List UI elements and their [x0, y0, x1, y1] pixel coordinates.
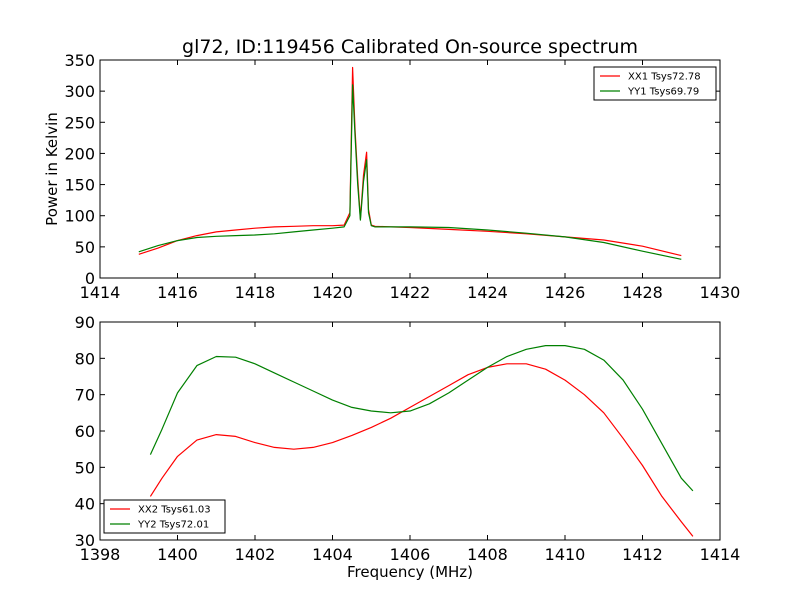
x-tick-label: 1414: [80, 283, 121, 302]
series-line-yy2: [149, 345, 694, 492]
legend-label: YY1 Tsys69.79: [627, 87, 699, 98]
y-tick-label: 70: [75, 386, 95, 405]
series-line-yy1: [138, 84, 682, 260]
x-tick-label: 1412: [622, 545, 663, 564]
x-tick-label: 1408: [467, 545, 508, 564]
x-tick-label: 1422: [390, 283, 431, 302]
x-tick-label: 1430: [700, 283, 741, 302]
x-tick-label: 1398: [80, 545, 121, 564]
y-tick-label: 300: [64, 82, 95, 101]
legend: XX1 Tsys72.78 YY1 Tsys69.79: [593, 66, 717, 101]
x-tick-label: 1420: [312, 283, 353, 302]
x-tick-label: 1426: [545, 283, 586, 302]
x-tick-label: 1424: [467, 283, 508, 302]
legend-label: XX1 Tsys72.78: [628, 72, 701, 83]
y-tick-label: 80: [75, 349, 95, 368]
y-tick-label: 50: [75, 458, 95, 477]
x-tick-label: 1400: [157, 545, 198, 564]
y-tick-label: 50: [75, 238, 95, 257]
x-tick-label: 1406: [390, 545, 431, 564]
x-tick-label: 1410: [545, 545, 586, 564]
x-tick-label: 1404: [312, 545, 353, 564]
y-axis-label: Power in Kelvin: [43, 112, 61, 226]
x-tick-label: 1414: [700, 545, 741, 564]
x-axis-label: Frequency (MHz): [347, 563, 473, 581]
y-tick-label: 30: [75, 531, 95, 550]
legend-label: YY2 Tsys72.01: [137, 520, 209, 531]
legend: XX2 Tsys61.03 YY2 Tsys72.01: [103, 499, 226, 534]
y-tick-label: 100: [64, 207, 95, 226]
x-tick-label: 1402: [235, 545, 276, 564]
y-tick-label: 40: [75, 495, 95, 514]
y-tick-label: 60: [75, 422, 95, 441]
y-tick-label: 250: [64, 113, 95, 132]
x-tick-label: 1416: [157, 283, 198, 302]
chart-title: gl72, ID:119456 Calibrated On-source spe…: [182, 36, 638, 58]
panel-bottom: 1398 1400 1402 1404 1406 1408 1410 1412 1414 30 40…: [75, 313, 741, 581]
y-tick-label: 350: [64, 51, 95, 70]
x-tick-label: 1428: [622, 283, 663, 302]
y-tick-label: 150: [64, 176, 95, 195]
y-tick-label: 0: [85, 269, 95, 288]
y-tick-label: 200: [64, 144, 95, 163]
series-line-xx2: [149, 363, 694, 537]
x-tick-label: 1418: [235, 283, 276, 302]
panel-top: 1414 1416 1418 1420 1422 1424 1426 1428 1430 0 50 1…: [43, 51, 740, 302]
y-tick-label: 90: [75, 313, 95, 332]
legend-label: XX2 Tsys61.03: [138, 505, 211, 516]
